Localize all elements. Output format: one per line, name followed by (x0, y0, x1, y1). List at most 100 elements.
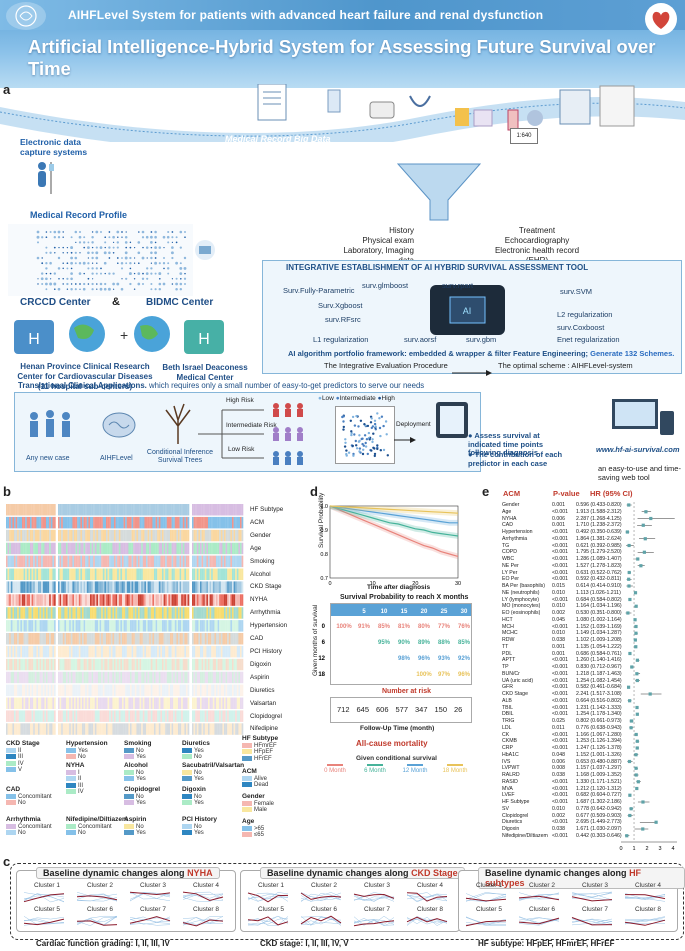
heatmap-cell (28, 671, 31, 684)
heatmap-cell (61, 581, 63, 593)
heatmap-cell (6, 684, 8, 697)
heatmap-cell (33, 555, 35, 568)
heatmap-cell (118, 516, 121, 529)
heatmap-cell (206, 645, 209, 658)
heatmap-cell (70, 658, 73, 671)
heatmap-cell (225, 594, 228, 606)
heatmap-cell (91, 658, 94, 671)
heatmap-cell (18, 671, 21, 684)
heatmap-cell (141, 658, 143, 671)
heatmap-cell (141, 645, 143, 658)
heatmap-cell (130, 723, 132, 735)
heatmap-cell (240, 723, 242, 735)
heatmap-cell (33, 529, 35, 542)
heatmap-cell (224, 516, 226, 529)
legend-item-label: No (194, 754, 202, 761)
heatmap-cell (36, 529, 39, 542)
heatmap-cell (41, 516, 43, 529)
heatmap-cell (69, 529, 71, 542)
heatmap-cell (171, 671, 174, 684)
heatmap-cell (25, 542, 27, 555)
profile-dot (171, 256, 174, 260)
heatmap-cell (173, 594, 175, 606)
heatmap-cell (216, 555, 218, 568)
heatmap-cell (241, 594, 244, 606)
heatmap-cell (166, 710, 169, 722)
profile-dot (121, 236, 123, 238)
profile-dot (158, 282, 162, 286)
heatmap-cell (10, 516, 13, 529)
heatmap-cell (173, 723, 175, 735)
heatmap-cell (34, 723, 37, 735)
heatmap-cell (204, 555, 207, 568)
heatmap-cell (158, 542, 161, 555)
heatmap-cell (217, 542, 220, 555)
panel-a-letter: a (3, 82, 11, 97)
heatmap-cell (209, 504, 212, 516)
hr-point (626, 685, 631, 689)
cluster-member-line (518, 916, 560, 923)
heatmap-cell (75, 555, 78, 568)
legend-title: PCI History (182, 816, 218, 823)
heatmap-cell (220, 645, 223, 658)
profile-dot (112, 246, 115, 249)
heatmap-cell (41, 633, 43, 645)
heatmap-cell (228, 633, 231, 645)
heatmap-cell (236, 671, 239, 684)
cluster-mean-line (406, 916, 448, 923)
heatmap-cell (149, 658, 151, 671)
heatmap-cell (196, 645, 199, 658)
website-url[interactable]: www.hf-ai-survival.com (596, 445, 680, 454)
heatmap-cell (110, 671, 113, 684)
heatmap-cell (86, 658, 89, 671)
heatmap-cell (187, 633, 190, 645)
heatmap-cell (54, 620, 56, 632)
heatmap-cell (41, 645, 43, 658)
heatmap-cell (182, 723, 185, 735)
heatmap-cell (195, 620, 197, 632)
heatmap-cell (102, 581, 105, 593)
heatmap-cell (178, 620, 180, 632)
scatter-point (349, 419, 352, 422)
heatmap-cell (224, 581, 226, 593)
heatmap-cell (230, 542, 233, 555)
heatmap-cell (126, 710, 129, 722)
heatmap-cell (165, 555, 167, 568)
legend-item: Yes (182, 748, 204, 754)
heatmap-cell (198, 607, 201, 619)
heatmap-cell (212, 645, 215, 658)
heatmap-cell (115, 516, 118, 529)
heatmap-cell (146, 710, 148, 722)
heatmap-cell (222, 620, 225, 632)
heatmap-cell (117, 633, 119, 645)
cluster-member-line (23, 916, 65, 925)
heatmap-cell (50, 620, 53, 632)
profile-dot (108, 257, 111, 259)
profile-dot (162, 282, 166, 286)
heatmap-cell (14, 568, 16, 580)
heatmap-cell (15, 504, 18, 516)
heatmap-cell (133, 684, 135, 697)
heatmap-cell (171, 555, 174, 568)
heatmap-cell (225, 568, 228, 580)
heatmap-cell (120, 684, 123, 697)
heatmap-cell (93, 581, 95, 593)
heatmap-cell (150, 555, 153, 568)
profile-dot (158, 277, 161, 280)
cond-cell: 95% (378, 640, 391, 646)
heatmap-cell (176, 633, 179, 645)
cluster-trend-plot (129, 891, 171, 902)
heatmap-cell (114, 633, 116, 645)
heatmap-cell (67, 684, 70, 697)
profile-dot (150, 251, 153, 255)
scatter-point (368, 438, 371, 441)
heatmap-cell (112, 620, 115, 632)
heatmap-cell (77, 723, 79, 735)
heatmap-cell (20, 684, 23, 697)
heatmap-cell (163, 504, 166, 516)
heatmap-cell (212, 633, 215, 645)
heatmap-cell (10, 684, 13, 697)
heatmap-cell (58, 658, 60, 671)
legend-title: Arrhythmia (6, 816, 41, 823)
heatmap-cell (94, 607, 97, 619)
